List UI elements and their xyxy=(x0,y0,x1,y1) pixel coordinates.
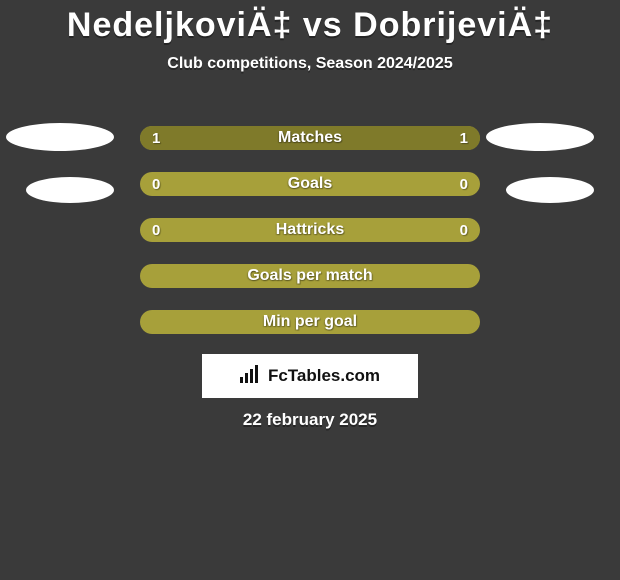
brand-text: FcTables.com xyxy=(268,366,380,386)
stat-bar-fill-right xyxy=(310,126,480,150)
stat-bar: Hattricks0 0 xyxy=(140,218,480,242)
stat-bar-value-left: 0 xyxy=(152,218,160,242)
stat-bar: Matches11 xyxy=(140,126,480,150)
stat-bar-value-right: 0 xyxy=(460,218,468,242)
stat-bar: Goals per match xyxy=(140,264,480,288)
page-title: NedeljkoviÄ‡ vs DobrijeviÄ‡ xyxy=(0,0,620,45)
subtitle: Club competitions, Season 2024/2025 xyxy=(0,55,620,73)
stat-bar-label: Goals xyxy=(140,172,480,196)
player-left-avatar xyxy=(6,123,114,151)
stat-bar: Goals0 0 xyxy=(140,172,480,196)
player-right-avatar xyxy=(486,123,594,151)
comparison-card: NedeljkoviÄ‡ vs DobrijeviÄ‡ Club competi… xyxy=(0,0,620,580)
player-right-avatar-2 xyxy=(506,177,594,203)
player-left-avatar-2 xyxy=(26,177,114,203)
stat-bar-label: Goals per match xyxy=(140,264,480,288)
stat-bar-label: Min per goal xyxy=(140,310,480,334)
stat-bars: Matches11Goals00Hattricks00Goals per mat… xyxy=(140,126,480,356)
date-label: 22 february 2025 xyxy=(0,410,620,430)
stat-bar-value-left: 0 xyxy=(152,172,160,196)
brand-chart-icon xyxy=(240,365,262,388)
stat-bar: Min per goal xyxy=(140,310,480,334)
stat-bar-label: Hattricks xyxy=(140,218,480,242)
stat-bar-value-right: 0 xyxy=(460,172,468,196)
brand-badge: FcTables.com xyxy=(202,354,418,398)
stat-bar-fill-left xyxy=(140,126,310,150)
